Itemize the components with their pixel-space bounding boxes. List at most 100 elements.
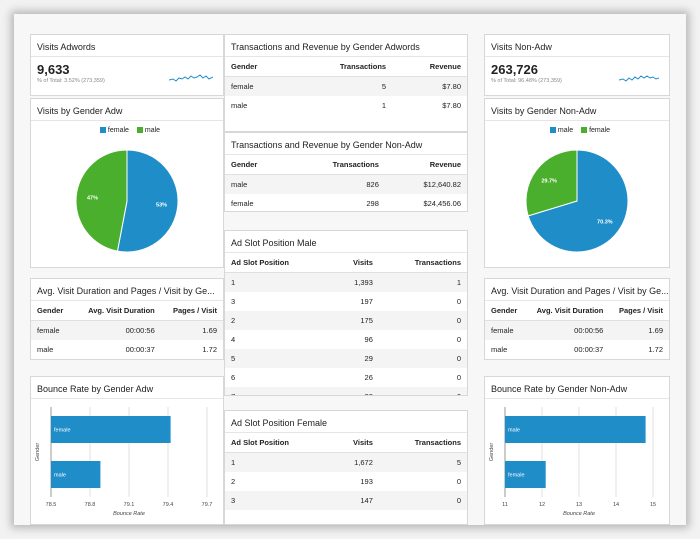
col-header[interactable]: Ad Slot Position	[225, 253, 331, 273]
bounce-rate-non-adw-widget[interactable]: Bounce Rate by Gender Non-Adw 11 12 13 14 15…	[484, 376, 670, 525]
cell: 00:00:56	[525, 320, 610, 340]
table-row: female 00:00:56 1.69	[31, 320, 223, 340]
cell: male	[231, 101, 248, 110]
col-header[interactable]: Gender	[31, 301, 74, 321]
cell: 00:00:37	[574, 345, 604, 354]
tx-rev-adwords-widget[interactable]: Transactions and Revenue by Gender Adwor…	[224, 34, 468, 132]
cell: 1.69	[609, 320, 669, 340]
visits-adwords-widget[interactable]: Visits Adwords 9,633 % of Total: 3.52% (…	[30, 34, 224, 96]
table-row: 1 1,672 5	[225, 452, 467, 472]
sparkline	[619, 75, 659, 82]
tick-label: 11	[502, 502, 508, 508]
cell: $12,640.82	[384, 174, 467, 194]
widget-title: Bounce Rate by Gender Adw	[31, 377, 223, 399]
bar-female[interactable]	[51, 416, 171, 443]
cell: $7.80	[392, 76, 467, 96]
tick-label: 79.7	[202, 502, 213, 508]
cell: 1	[381, 101, 387, 110]
bar-female[interactable]	[505, 461, 546, 488]
widget-title: Visits Non-Adw	[485, 35, 669, 57]
widget-title: Bounce Rate by Gender Non-Adw	[485, 377, 669, 399]
cell: $7.80	[442, 101, 461, 110]
bar-male[interactable]	[505, 416, 646, 443]
tick-label: 79.4	[163, 502, 174, 508]
cell: 298	[366, 199, 379, 208]
cell: female	[231, 199, 254, 208]
visits-non-adw-widget[interactable]: Visits Non-Adw 263,726 % of Total: 96.48…	[484, 34, 670, 96]
cell: male	[225, 174, 289, 194]
visits-subtext: % of Total: 96.48% (273,359)	[491, 78, 562, 84]
table-row: male 1 $7.80	[225, 96, 467, 115]
col-header[interactable]: Revenue	[384, 155, 467, 175]
cell: 0	[378, 491, 467, 510]
bounce-rate-adw-widget[interactable]: Bounce Rate by Gender Adw 78.5 78.8 79.1 79…	[30, 376, 224, 525]
visits-by-gender-non-adw-widget[interactable]: Visits by Gender Non-Adw male female 70.…	[484, 98, 670, 268]
table-row: 2 175 0	[225, 311, 467, 330]
cell: 1,672	[330, 452, 379, 472]
bar-male[interactable]	[51, 461, 101, 488]
col-header[interactable]: Gender	[485, 301, 526, 321]
table-row: 3 197 0	[225, 292, 467, 311]
visits-value: 263,726	[491, 62, 538, 77]
slice-label: 53%	[156, 202, 167, 208]
ad-slot-male-widget[interactable]: Ad Slot Position Male Ad Slot Position V…	[224, 230, 468, 396]
col-header[interactable]: Pages / Visit	[609, 301, 669, 321]
table-row: male 00:00:37 1.72	[485, 340, 669, 359]
y-axis-label: Gender	[489, 443, 495, 462]
cell: female	[485, 320, 526, 340]
col-header[interactable]: Gender	[225, 155, 289, 175]
cell: 147	[330, 491, 379, 510]
data-table: Gender Transactions Revenue female 5 $7.…	[225, 57, 467, 115]
widget-title: Visits by Gender Adw	[31, 99, 223, 121]
cell: 197	[360, 297, 373, 306]
col-header[interactable]: Ad Slot Position	[225, 433, 331, 453]
legend-swatch	[581, 127, 588, 134]
data-table: Ad Slot Position Visits Transactions 1 1,…	[225, 433, 467, 510]
visits-by-gender-adw-widget[interactable]: Visits by Gender Adw female male 53% 47%	[30, 98, 224, 268]
tick-label: 78.8	[85, 502, 96, 508]
cell: 0	[456, 373, 461, 382]
tx-rev-non-adw-widget[interactable]: Transactions and Revenue by Gender Non-A…	[224, 132, 468, 212]
col-header[interactable]: Visits	[330, 253, 379, 273]
cell: 193	[360, 477, 373, 486]
col-header[interactable]: Transactions	[378, 253, 467, 273]
cell: 1.69	[160, 320, 223, 340]
pie-slice-male[interactable]	[116, 149, 179, 253]
tick-label: 13	[576, 502, 582, 508]
pie-slice-female[interactable]	[75, 149, 128, 252]
legend-label: female	[589, 127, 611, 134]
col-header[interactable]: Pages / Visit	[160, 301, 223, 321]
cell: 6	[231, 373, 236, 382]
pie-slice-male[interactable]	[527, 149, 629, 253]
col-header[interactable]: Transactions	[291, 57, 393, 77]
cell: $24,456.06	[423, 199, 461, 208]
bar-label: female	[54, 428, 71, 434]
col-header[interactable]: Gender	[225, 57, 292, 77]
avg-duration-non-adw-widget[interactable]: Avg. Visit Duration and Pages / Visit by…	[484, 278, 670, 360]
tick-label: 14	[613, 502, 619, 508]
avg-duration-adw-widget[interactable]: Avg. Visit Duration and Pages / Visit by…	[30, 278, 224, 360]
col-header[interactable]: Transactions	[288, 155, 385, 175]
bar-label: male	[508, 428, 520, 434]
col-header[interactable]: Revenue	[392, 57, 467, 77]
tick-label: 79.1	[124, 502, 135, 508]
table-row: 6 26 0	[225, 368, 467, 387]
ad-slot-female-widget[interactable]: Ad Slot Position Female Ad Slot Position…	[224, 410, 468, 525]
legend-swatch	[136, 127, 143, 134]
cell: 3	[231, 297, 236, 306]
cell: 0	[378, 387, 467, 395]
widget-title: Avg. Visit Duration and Pages / Visit by…	[485, 279, 669, 301]
data-table: Gender Transactions Revenue male 826 $12…	[225, 155, 467, 211]
col-header[interactable]: Avg. Visit Duration	[525, 301, 610, 321]
pie-slice-female[interactable]	[525, 149, 578, 217]
legend-label: male	[144, 127, 161, 134]
col-header[interactable]: Visits	[330, 433, 379, 453]
table-row: male 00:00:37 1.72	[31, 340, 223, 359]
tick-label: 78.5	[46, 502, 57, 508]
col-header[interactable]: Transactions	[378, 433, 467, 453]
data-table: Gender Avg. Visit Duration Pages / Visit…	[485, 301, 669, 359]
col-header[interactable]: Avg. Visit Duration	[73, 301, 161, 321]
table-row: female 00:00:56 1.69	[485, 320, 669, 340]
slice-label: 70.3%	[597, 220, 613, 226]
table-row: 1 1,393 1	[225, 272, 467, 292]
